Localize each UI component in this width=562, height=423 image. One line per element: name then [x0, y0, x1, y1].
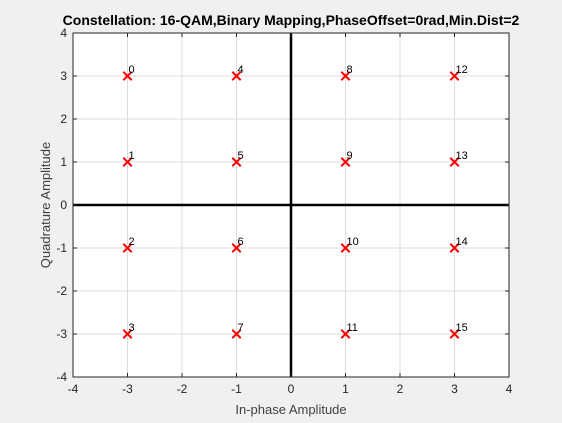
x-tick-label: 0 — [288, 382, 295, 396]
y-tick-label: 2 — [60, 112, 67, 126]
y-tick-label: 1 — [60, 155, 67, 169]
point-label: 6 — [238, 236, 244, 248]
chart-title: Constellation: 16-QAM,Binary Mapping,Pha… — [63, 12, 520, 28]
point-label: 11 — [347, 322, 358, 334]
point-label: 10 — [347, 236, 359, 248]
x-tick-label: -1 — [231, 382, 242, 396]
y-tick-label: -1 — [56, 241, 67, 255]
point-label: 14 — [456, 236, 468, 248]
y-tick-label: -2 — [56, 284, 67, 298]
x-tick-label: 4 — [506, 382, 513, 396]
point-label: 7 — [238, 322, 244, 334]
y-tick-label: 4 — [60, 26, 67, 40]
y-axis-label: Quadrature Amplitude — [38, 142, 53, 268]
point-label: 3 — [129, 322, 135, 334]
point-label: 9 — [347, 150, 353, 162]
x-tick-label: -2 — [177, 382, 188, 396]
x-tick-label: -4 — [68, 382, 79, 396]
point-label: 15 — [456, 322, 468, 334]
y-tick-label: 0 — [60, 198, 67, 212]
point-label: 5 — [238, 150, 244, 162]
point-label: 0 — [129, 64, 135, 76]
x-axis-label: In-phase Amplitude — [235, 402, 346, 417]
point-label: 13 — [456, 150, 468, 162]
y-tick-label: 3 — [60, 69, 67, 83]
point-label: 8 — [347, 64, 353, 76]
point-label: 1 — [129, 150, 135, 162]
y-tick-label: -3 — [56, 327, 67, 341]
point-label: 4 — [238, 64, 244, 76]
point-label: 12 — [456, 64, 468, 76]
point-label: 2 — [129, 236, 135, 248]
y-tick-label: -4 — [56, 370, 67, 384]
x-tick-label: -3 — [122, 382, 133, 396]
x-tick-label: 1 — [342, 382, 349, 396]
x-tick-label: 2 — [397, 382, 404, 396]
x-tick-label: 3 — [451, 382, 458, 396]
